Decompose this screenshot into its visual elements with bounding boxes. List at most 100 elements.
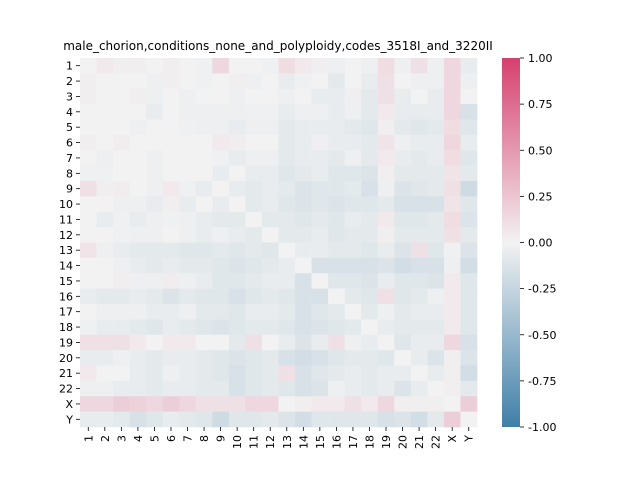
y-tick-label: 11: [59, 213, 73, 226]
heatmap-cell: [96, 88, 114, 105]
heatmap-cell: [146, 365, 164, 382]
heatmap-cell: [394, 181, 412, 197]
heatmap-cell: [195, 365, 213, 382]
heatmap-cell: [344, 150, 362, 166]
heatmap-cell: [162, 319, 180, 336]
heatmap-cell: [344, 73, 362, 90]
heatmap-cell: [443, 211, 461, 228]
y-tick-label: 16: [59, 290, 73, 303]
heatmap-cell: [228, 211, 246, 228]
heatmap-cell: [96, 165, 114, 182]
heatmap-cell: [427, 104, 445, 120]
heatmap-cell: [344, 273, 362, 289]
heatmap-cell: [146, 334, 164, 351]
x-tick-label: 4: [132, 435, 145, 442]
heatmap-cell: [410, 304, 428, 320]
heatmap-cell: [96, 288, 114, 305]
heatmap-cell: [162, 411, 180, 428]
heatmap-cell: [228, 58, 246, 74]
heatmap-cell: [410, 58, 428, 74]
heatmap-cell: [162, 396, 180, 412]
heatmap-cell: [162, 304, 180, 320]
heatmap-cell: [377, 365, 395, 382]
heatmap-cell: [344, 165, 362, 182]
heatmap-cell: [129, 304, 147, 320]
heatmap-cell: [311, 304, 329, 320]
heatmap-cell: [179, 150, 197, 166]
heatmap-cell: [80, 334, 97, 351]
x-tick-label: 19: [380, 435, 393, 449]
heatmap-cell: [179, 73, 197, 90]
heatmap-cell: [228, 227, 246, 243]
heatmap-cell: [195, 134, 213, 151]
y-tick-label: 18: [59, 321, 73, 334]
heatmap-cell: [195, 58, 213, 74]
heatmap-cell: [162, 350, 180, 366]
heatmap-cell: [146, 211, 164, 228]
chart-title: male_chorion,conditions_none_and_polyplo…: [63, 39, 493, 53]
x-tick-label: 2: [99, 435, 112, 442]
heatmap-cell: [377, 150, 395, 166]
heatmap-cell: [195, 211, 213, 228]
x-tick-label: 20: [397, 435, 410, 449]
heatmap-cell: [427, 165, 445, 182]
heatmap-cell: [228, 165, 246, 182]
heatmap-cell: [311, 273, 329, 289]
y-tick-label: 20: [59, 352, 73, 365]
heatmap-cell: [261, 334, 279, 351]
heatmap-cell: [394, 304, 412, 320]
heatmap-cell: [113, 334, 130, 351]
heatmap-cell: [295, 119, 312, 136]
heatmap-cell: [394, 396, 412, 412]
heatmap-cell: [129, 242, 147, 259]
heatmap-cell: [427, 396, 445, 412]
heatmap-cell: [361, 165, 379, 182]
heatmap-cell: [212, 227, 230, 243]
heatmap-cell: [261, 134, 279, 151]
heatmap-cell: [195, 396, 213, 412]
heatmap-cell: [129, 181, 147, 197]
heatmap-cell: [361, 73, 379, 90]
y-tick-label: Y: [65, 413, 73, 426]
heatmap-cell: [228, 380, 246, 397]
heatmap-cell: [113, 304, 130, 320]
heatmap-cell: [460, 411, 478, 428]
heatmap-cell: [162, 73, 180, 90]
heatmap-cell: [228, 350, 246, 366]
heatmap-cell: [394, 58, 412, 74]
y-tick-label: 9: [66, 183, 73, 196]
heatmap-cell: [295, 396, 312, 412]
heatmap-cell: [344, 181, 362, 197]
heatmap-cell: [278, 165, 296, 182]
heatmap-cell: [278, 319, 296, 336]
heatmap-cell: [443, 196, 461, 213]
heatmap-cell: [344, 88, 362, 105]
heatmap-cell: [278, 181, 296, 197]
heatmap-cell: [96, 396, 114, 412]
heatmap-cell: [261, 73, 279, 90]
heatmap-cell: [179, 181, 197, 197]
colorbar-tick-label: -0.25: [528, 283, 556, 296]
heatmap-cell: [460, 380, 478, 397]
heatmap-cell: [460, 104, 478, 120]
heatmap-cell: [443, 73, 461, 90]
heatmap-cell: [179, 211, 197, 228]
heatmap-cell: [96, 304, 114, 320]
heatmap-cell: [245, 227, 263, 243]
heatmap-cell: [96, 73, 114, 90]
y-tick-label: 17: [59, 306, 73, 319]
heatmap-cell: [295, 196, 312, 213]
heatmap-cell: [80, 165, 97, 182]
heatmap-cell: [261, 227, 279, 243]
heatmap-cell: [460, 165, 478, 182]
heatmap-cell: [377, 319, 395, 336]
heatmap-cell: [146, 396, 164, 412]
heatmap-cell: [245, 396, 263, 412]
heatmap-cell: [295, 273, 312, 289]
heatmap-cell: [195, 165, 213, 182]
heatmap-cell: [394, 273, 412, 289]
x-tick-label: 22: [430, 435, 443, 449]
heatmap-cell: [410, 181, 428, 197]
y-tick-label: 7: [66, 152, 73, 165]
heatmap-cell: [261, 211, 279, 228]
